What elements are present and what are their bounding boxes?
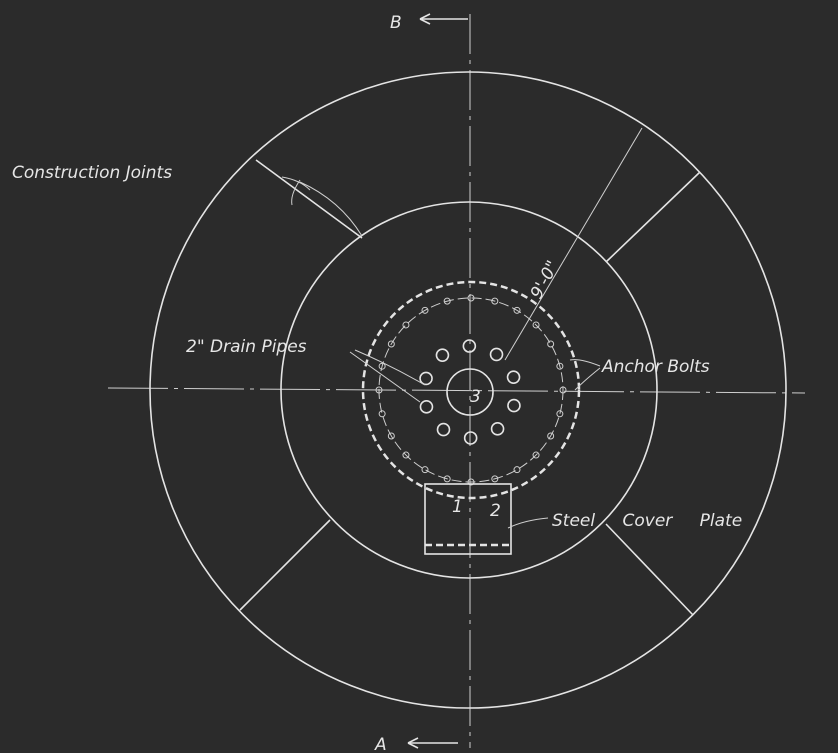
drain-pipe — [419, 371, 433, 386]
anchor-bolt — [556, 362, 564, 370]
leader — [349, 349, 426, 403]
anchor-bolt — [547, 432, 555, 440]
drain-pipe — [463, 431, 478, 445]
arrowhead — [407, 737, 419, 749]
drain-pipe — [506, 370, 521, 384]
bolt-circle — [378, 297, 564, 483]
horizontal-centerline — [107, 387, 806, 394]
anchor-bolt — [402, 451, 410, 459]
leader — [281, 176, 363, 237]
anchor-bolt — [559, 386, 567, 394]
anchor-bolt — [547, 340, 555, 348]
anchor-bolt — [467, 294, 475, 302]
anchor-bolt — [443, 297, 451, 305]
label: 2" Drain Pipes — [186, 337, 307, 357]
anchor-bolt — [421, 466, 429, 474]
anchor-bolt — [532, 321, 540, 329]
anchor-bolt — [467, 478, 475, 486]
anchor-bolt — [378, 410, 386, 418]
drain-pipe — [436, 422, 451, 437]
joint-line — [255, 159, 363, 239]
anchor-bolt — [387, 340, 395, 348]
leader — [569, 359, 601, 391]
middle-circle — [280, 201, 658, 579]
joint-line — [605, 523, 694, 616]
anchor-bolt — [375, 386, 383, 394]
anchor-bolt — [532, 451, 540, 459]
drain-pipe — [462, 339, 477, 353]
anchor-bolt — [513, 466, 521, 474]
outer-circle — [149, 71, 787, 709]
drain-pipe — [419, 400, 434, 414]
anchor-bolt — [513, 306, 521, 314]
drain-pipe — [435, 348, 450, 362]
drain-pipes — [419, 339, 521, 445]
anchor-bolt — [402, 321, 410, 329]
section-mark: B — [390, 13, 402, 33]
anchor-bolt — [387, 432, 395, 440]
label: Steel Cover Plate — [552, 511, 742, 531]
drain-pipe — [507, 398, 521, 413]
label: Construction Joints — [12, 163, 172, 183]
drain-pipe — [490, 422, 505, 436]
cover-plate — [424, 483, 512, 555]
anchor-bolt — [556, 410, 564, 418]
anchor-bolt — [378, 362, 386, 370]
leader — [507, 517, 549, 529]
drain-pipe — [489, 347, 504, 362]
base-plate-outline — [361, 280, 581, 500]
label: Anchor Bolts — [601, 357, 710, 377]
pipe-number: 3 — [470, 387, 481, 407]
pipe-number: 2 — [490, 501, 501, 521]
arrowhead — [419, 13, 431, 25]
anchor-bolt — [491, 475, 499, 483]
anchor-bolt — [443, 475, 451, 483]
joint-line — [605, 171, 701, 263]
anchor-bolts — [375, 294, 567, 486]
dimension-line — [504, 127, 643, 361]
anchor-bolt — [491, 297, 499, 305]
section-mark: A — [374, 735, 387, 753]
joint-line — [239, 519, 331, 611]
anchor-bolt — [421, 306, 429, 314]
pipe-number: 1 — [452, 497, 463, 517]
hub — [446, 368, 494, 416]
